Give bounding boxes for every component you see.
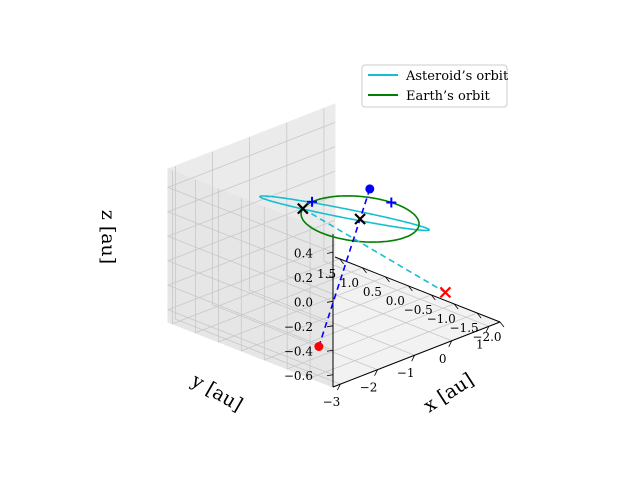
x-gridline xyxy=(249,137,415,356)
z-gridline xyxy=(166,170,336,302)
legend-frame xyxy=(361,64,508,108)
point-marker xyxy=(314,342,324,352)
y-tick xyxy=(362,267,367,274)
y-gridline xyxy=(263,206,432,361)
z-gridline xyxy=(166,146,336,278)
x-tick-label: 1 xyxy=(476,337,484,351)
z-tick xyxy=(326,276,334,279)
earth-position-2-marker xyxy=(386,197,397,208)
z-tick-label: 0.2 xyxy=(294,271,313,285)
axis-lines xyxy=(326,234,505,391)
z-gridline xyxy=(166,195,336,327)
x-tick xyxy=(411,355,416,362)
y-axis-line xyxy=(334,256,501,323)
line-of-nodes xyxy=(302,207,446,294)
legend: Asteroid’s orbit Earth’s orbit xyxy=(361,64,509,108)
point-marker xyxy=(365,184,375,194)
legend-label-earth: Earth’s orbit xyxy=(406,89,491,104)
y-tick xyxy=(339,258,344,265)
x-axis-line xyxy=(332,321,501,388)
aphelion-marker xyxy=(314,342,324,352)
z-tick xyxy=(326,325,334,328)
x-tick-label: −2 xyxy=(360,381,378,395)
z-tick-label: −0.6 xyxy=(284,369,313,383)
y-tick-label: −1.0 xyxy=(427,312,456,326)
x-gridline xyxy=(286,122,452,342)
z-tick-label: −0.4 xyxy=(284,344,314,358)
z-gridline xyxy=(166,219,336,351)
legend-label-asteroid: Asteroid’s orbit xyxy=(405,69,509,84)
z-tick-label: 0.4 xyxy=(294,246,313,260)
x-gridline xyxy=(323,108,490,327)
y-gridline xyxy=(195,179,363,334)
y-tick-label: 0.5 xyxy=(363,285,382,299)
x-tick-label: −3 xyxy=(323,395,341,409)
y-tick-label: 1.0 xyxy=(340,276,359,290)
plot-area xyxy=(259,184,452,352)
y-gridline xyxy=(309,225,478,379)
orbit-line xyxy=(259,195,430,232)
y-gridline xyxy=(217,188,386,343)
y-tick xyxy=(408,285,413,292)
z-tick xyxy=(326,251,334,254)
y-tick-label: 0.0 xyxy=(386,294,405,308)
descending-node-marker xyxy=(439,286,452,299)
x-gridline xyxy=(174,166,341,385)
x-tick xyxy=(374,369,378,376)
z-gridline xyxy=(166,244,336,376)
z-tick xyxy=(326,374,334,377)
x-tick xyxy=(337,383,341,391)
x-marker-stroke xyxy=(297,202,309,215)
y-tick xyxy=(385,276,390,283)
y-tick xyxy=(430,294,436,301)
x-tick xyxy=(448,340,453,347)
y-gridline xyxy=(240,197,409,352)
z-tick-label: −0.2 xyxy=(284,320,313,334)
y-tick-label: −1.5 xyxy=(450,321,479,335)
y-tick xyxy=(453,303,459,310)
y-gridline xyxy=(172,170,340,325)
y-tick-label: −2.0 xyxy=(472,330,501,344)
x-marker-stroke xyxy=(354,213,366,225)
orbit-line xyxy=(300,195,420,243)
perihelion-marker xyxy=(365,184,375,194)
x-tick xyxy=(485,326,490,333)
sun-marker xyxy=(354,213,366,225)
z-tick-label: 0.0 xyxy=(294,295,313,309)
z-gridline xyxy=(166,122,336,253)
ascending-node-marker xyxy=(297,202,309,215)
line-of-apsides xyxy=(318,188,371,347)
x-tick-label: −1 xyxy=(397,366,415,380)
y-gridline xyxy=(286,215,455,370)
y-tick xyxy=(499,321,505,328)
tick-labels: −3−2−101−2.0−1.5−1.0−0.50.00.51.01.5−0.6… xyxy=(284,246,502,409)
y-tick-label: −0.5 xyxy=(404,303,433,317)
y-tick-label: 1.5 xyxy=(317,267,336,281)
z-tick xyxy=(326,300,334,303)
x-axis-label: x [au] xyxy=(420,369,478,417)
x-marker-stroke xyxy=(439,286,452,299)
x-tick-label: 0 xyxy=(439,352,447,366)
y-axis-label: y [au] xyxy=(187,369,247,416)
z-tick xyxy=(326,349,334,352)
y-tick xyxy=(476,312,482,319)
z-axis-label: z [au] xyxy=(97,210,119,264)
earth-position-1-marker xyxy=(307,196,318,207)
